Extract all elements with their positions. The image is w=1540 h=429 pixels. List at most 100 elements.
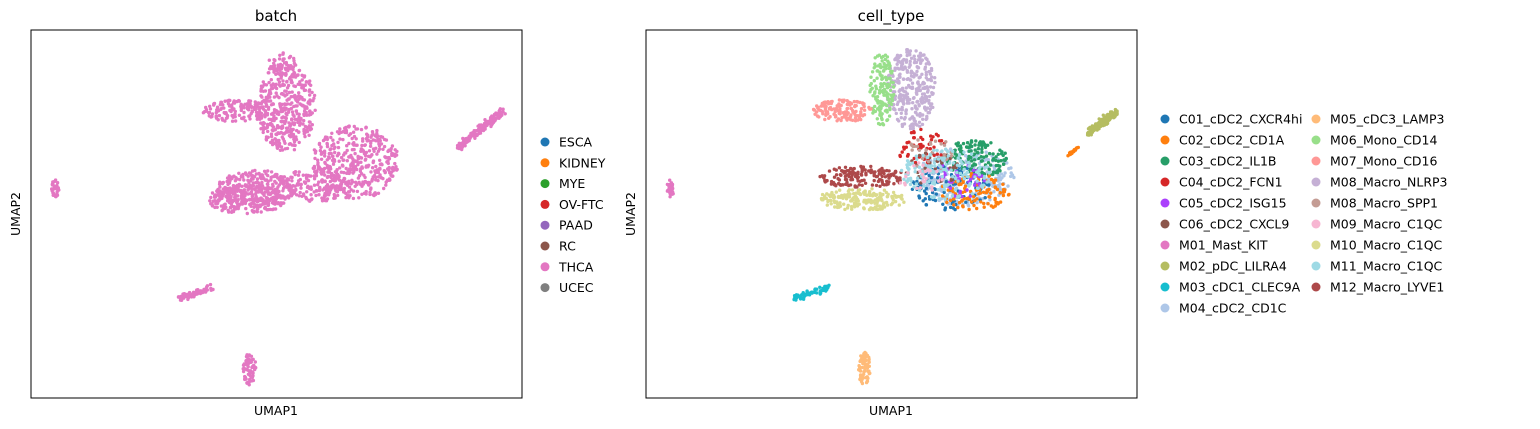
scatter-point — [998, 200, 1003, 204]
legend-label: M11_Macro_C1QC — [1330, 259, 1443, 274]
legend-label: C06_cDC2_CXCL9 — [1179, 217, 1289, 232]
scatter-point — [310, 123, 314, 127]
scatter-point — [304, 80, 309, 84]
scatter-point — [881, 123, 886, 127]
scatter-point — [951, 206, 955, 210]
scatter-point — [827, 116, 831, 121]
scatter-point — [669, 181, 674, 185]
scatter-point — [923, 166, 927, 170]
legend-label: M07_Mono_CD16 — [1330, 154, 1437, 169]
scatter-point — [279, 180, 283, 185]
scatter-point — [273, 68, 278, 73]
scatter-point — [246, 103, 250, 107]
scatter-point — [1005, 161, 1009, 165]
scatter-point — [984, 154, 989, 158]
legend-label: THCA — [558, 259, 594, 274]
scatter-point — [977, 182, 981, 186]
scatter-point — [205, 284, 210, 288]
legend-label: ESCA — [559, 135, 593, 150]
scatter-point — [350, 178, 354, 182]
scatter-point — [838, 202, 842, 206]
legend-marker — [1311, 114, 1321, 124]
scatter-point — [944, 147, 948, 151]
scatter-point — [275, 143, 279, 148]
scatter-point — [294, 98, 298, 102]
scatter-point — [888, 77, 892, 81]
scatter-point — [857, 202, 861, 206]
scatter-point — [956, 179, 960, 183]
scatter-point — [859, 173, 864, 177]
scatter-point — [948, 147, 953, 151]
scatter-point — [228, 205, 233, 210]
scatter-point — [837, 102, 841, 106]
scatter-point — [237, 98, 241, 103]
scatter-point — [281, 51, 285, 55]
scatter-point — [912, 54, 916, 58]
scatter-point — [253, 103, 257, 107]
scatter-point — [281, 58, 285, 63]
scatter-point — [1012, 175, 1016, 180]
scatter-point — [860, 365, 864, 370]
scatter-point — [300, 78, 304, 82]
scatter-point — [977, 143, 981, 147]
scatter-point — [330, 178, 335, 182]
scatter-point — [332, 184, 336, 188]
scatter-point — [384, 180, 388, 184]
scatter-point — [301, 122, 305, 126]
scatter-point — [944, 140, 948, 144]
scatter-point — [841, 195, 846, 199]
scatter-point — [233, 112, 237, 116]
scatter-point — [284, 111, 288, 116]
scatter-point — [463, 144, 467, 148]
scatter-point — [986, 202, 990, 206]
scatter-point — [182, 292, 186, 296]
scatter-point — [344, 166, 348, 171]
scatter-point — [270, 201, 275, 205]
scatter-point — [878, 113, 882, 117]
scatter-point — [260, 114, 264, 119]
scatter-point — [1099, 119, 1103, 123]
scatter-point — [341, 178, 345, 183]
scatter-point — [992, 190, 996, 194]
scatter-point — [902, 102, 906, 106]
scatter-point — [906, 95, 910, 100]
scatter-point — [910, 161, 915, 165]
scatter-point — [501, 107, 505, 111]
scatter-point — [892, 182, 896, 186]
scatter-point — [246, 359, 250, 363]
scatter-point — [287, 90, 292, 95]
scatter-point — [287, 97, 291, 101]
scatter-point — [874, 183, 879, 188]
scatter-point — [211, 199, 215, 203]
scatter-point — [851, 167, 855, 171]
scatter-point — [494, 111, 498, 115]
scatter-point — [869, 87, 873, 92]
scatter-point — [910, 85, 915, 89]
scatter-point — [849, 199, 853, 203]
scatter-point — [914, 49, 918, 53]
scatter-point — [899, 116, 903, 120]
scatter-point — [308, 109, 312, 114]
scatter-point — [271, 182, 275, 187]
scatter-point — [901, 77, 906, 82]
scatter-point — [279, 106, 283, 110]
scatter-point — [928, 72, 932, 76]
scatter-point — [298, 94, 302, 99]
scatter-point — [276, 131, 280, 135]
scatter-point — [946, 182, 950, 187]
scatter-point — [845, 173, 849, 177]
legend-marker — [1160, 303, 1170, 313]
scatter-point — [882, 93, 886, 97]
scatter-point — [887, 180, 891, 184]
scatter-point — [913, 170, 917, 174]
scatter-point — [917, 85, 921, 90]
scatter-point — [970, 159, 974, 163]
scatter-point — [241, 369, 246, 374]
scatter-point — [360, 165, 364, 169]
scatter-point — [176, 295, 181, 299]
scatter-point — [880, 174, 884, 179]
scatter-point — [894, 111, 898, 116]
scatter-point — [272, 83, 276, 87]
scatter-point — [352, 143, 356, 147]
scatter-point — [980, 144, 984, 148]
